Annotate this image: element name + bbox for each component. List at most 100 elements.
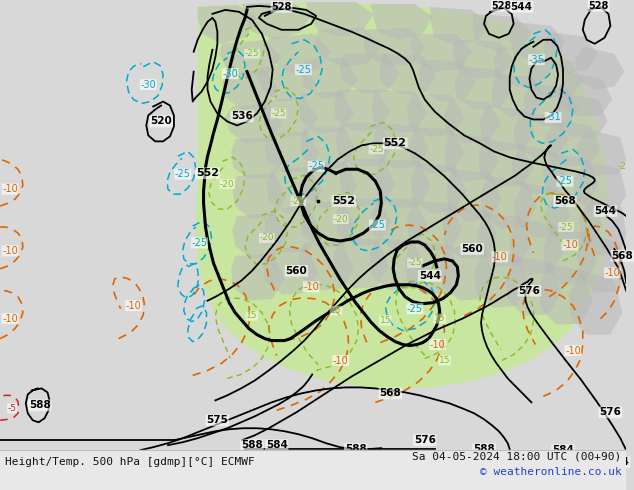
Polygon shape	[225, 103, 281, 144]
Polygon shape	[242, 2, 311, 40]
Polygon shape	[492, 74, 545, 117]
Polygon shape	[267, 167, 322, 213]
Polygon shape	[577, 129, 626, 175]
Polygon shape	[512, 146, 566, 194]
Text: -25: -25	[245, 49, 259, 58]
Polygon shape	[379, 54, 437, 95]
Text: 576: 576	[519, 286, 540, 296]
Polygon shape	[545, 191, 602, 247]
Text: -20: -20	[220, 180, 235, 189]
Text: 536: 536	[231, 111, 253, 122]
Polygon shape	[334, 239, 389, 289]
Polygon shape	[480, 105, 535, 151]
Text: -25: -25	[559, 222, 573, 232]
Polygon shape	[430, 7, 489, 46]
Polygon shape	[577, 234, 626, 293]
Polygon shape	[196, 2, 607, 389]
Polygon shape	[198, 5, 257, 44]
Polygon shape	[575, 47, 624, 90]
Text: -10: -10	[2, 314, 18, 324]
Text: 588: 588	[345, 444, 366, 454]
Polygon shape	[407, 201, 462, 251]
Text: -10: -10	[605, 268, 620, 278]
Polygon shape	[474, 251, 529, 308]
Text: -2: -2	[618, 162, 627, 171]
Text: 584: 584	[266, 440, 288, 450]
Polygon shape	[263, 247, 318, 295]
Polygon shape	[375, 159, 430, 208]
Polygon shape	[419, 60, 476, 101]
Polygon shape	[370, 239, 425, 290]
Text: -10: -10	[492, 252, 508, 262]
Polygon shape	[363, 28, 425, 67]
Polygon shape	[306, 2, 373, 37]
Text: -30: -30	[140, 79, 156, 90]
Polygon shape	[411, 163, 466, 213]
Text: -25: -25	[295, 65, 311, 74]
Polygon shape	[231, 253, 285, 301]
Polygon shape	[443, 206, 497, 259]
Polygon shape	[301, 201, 356, 248]
Text: -10: -10	[303, 282, 319, 292]
Polygon shape	[480, 176, 536, 229]
Text: 544: 544	[510, 2, 533, 12]
Polygon shape	[477, 213, 531, 267]
Text: Sa 04-05-2024 18:00 UTC (00+90): Sa 04-05-2024 18:00 UTC (00+90)	[412, 451, 621, 461]
Text: 15: 15	[380, 316, 391, 325]
Text: -25: -25	[369, 145, 384, 154]
Polygon shape	[219, 40, 281, 77]
Text: 588: 588	[29, 400, 51, 410]
Text: 568: 568	[554, 196, 576, 206]
Polygon shape	[558, 72, 612, 117]
Polygon shape	[314, 28, 380, 67]
Text: 576: 576	[414, 435, 436, 445]
Text: 544: 544	[418, 271, 441, 281]
Text: 552: 552	[332, 196, 355, 206]
Text: -10: -10	[2, 184, 18, 194]
Text: 15: 15	[439, 356, 450, 365]
Polygon shape	[527, 57, 583, 98]
Polygon shape	[407, 94, 464, 136]
Text: -25: -25	[271, 109, 286, 118]
Polygon shape	[223, 70, 278, 109]
Polygon shape	[453, 40, 514, 78]
Polygon shape	[232, 173, 287, 219]
Polygon shape	[265, 131, 319, 173]
Text: 544: 544	[595, 206, 616, 216]
Polygon shape	[334, 90, 390, 131]
Polygon shape	[441, 246, 495, 301]
Text: 560: 560	[285, 266, 307, 276]
Text: 552: 552	[196, 168, 219, 178]
Polygon shape	[543, 153, 598, 203]
Polygon shape	[262, 98, 318, 137]
Text: -20: -20	[259, 234, 274, 243]
Polygon shape	[506, 256, 561, 316]
Polygon shape	[299, 92, 354, 133]
Polygon shape	[514, 112, 569, 157]
Text: 552: 552	[384, 138, 406, 148]
Polygon shape	[444, 133, 499, 181]
Polygon shape	[538, 264, 593, 325]
Polygon shape	[340, 54, 399, 94]
Text: 568: 568	[379, 389, 401, 398]
Polygon shape	[553, 94, 607, 137]
Polygon shape	[340, 159, 395, 206]
Polygon shape	[543, 32, 598, 74]
Text: -10: -10	[126, 301, 141, 311]
Polygon shape	[446, 169, 501, 221]
Polygon shape	[336, 123, 392, 167]
Text: -25: -25	[408, 258, 422, 268]
Text: -25: -25	[407, 304, 423, 314]
Text: 15: 15	[246, 311, 257, 320]
Polygon shape	[232, 213, 287, 259]
Polygon shape	[444, 99, 501, 144]
Text: 588: 588	[473, 444, 495, 454]
Polygon shape	[545, 120, 600, 166]
Text: 528: 528	[588, 1, 609, 11]
Polygon shape	[373, 123, 429, 168]
Text: -31: -31	[545, 113, 561, 122]
Polygon shape	[405, 242, 460, 295]
Polygon shape	[494, 47, 551, 87]
Polygon shape	[569, 271, 623, 335]
Text: 568: 568	[611, 251, 633, 261]
